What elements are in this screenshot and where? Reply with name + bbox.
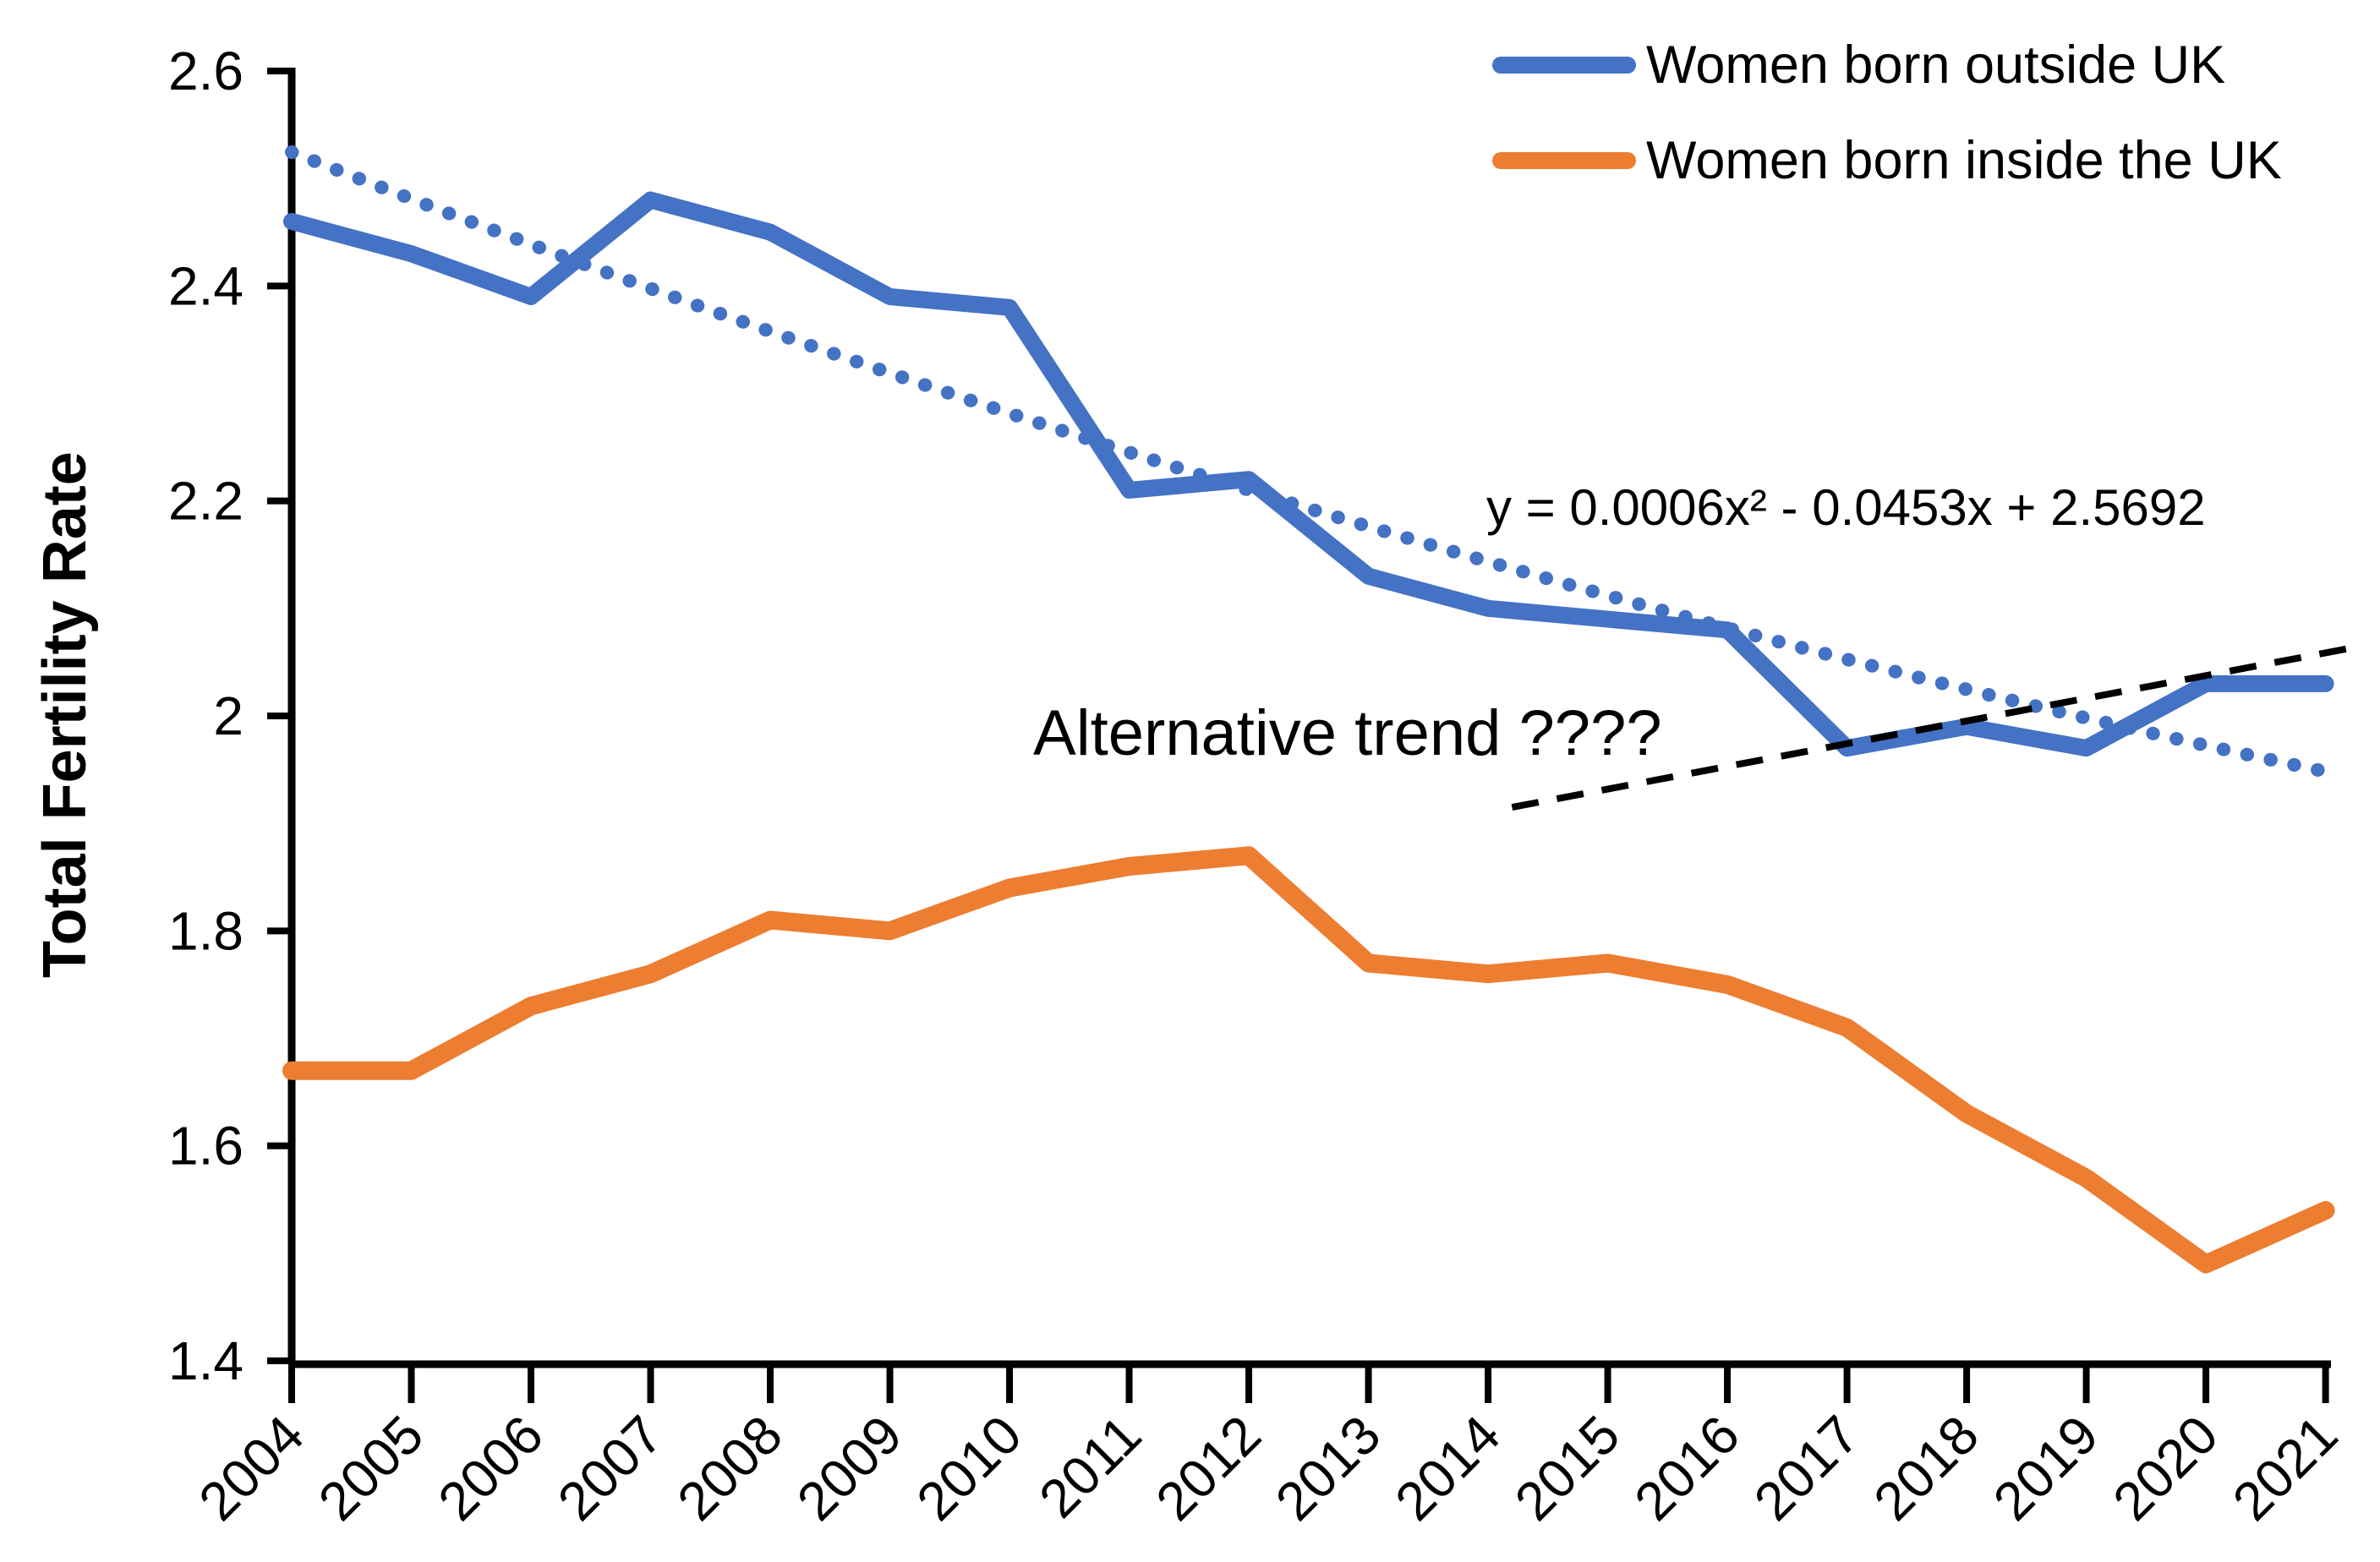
- x-tick-label: 2017: [1743, 1404, 1871, 1532]
- x-tick-label: 2009: [785, 1404, 914, 1532]
- x-tick-label: 2021: [2221, 1404, 2350, 1532]
- x-tick-label: 2015: [1503, 1404, 1632, 1532]
- trendline-equation: y = 0.0006x² - 0.0453x + 2.5692: [1486, 479, 2206, 536]
- legend-item-inside-uk: Women born inside the UK: [1492, 129, 2282, 192]
- x-tick-label: 2005: [307, 1404, 435, 1532]
- x-tick-label: 2008: [665, 1404, 794, 1532]
- x-tick-label: 2010: [905, 1404, 1033, 1532]
- x-tick-label: 2006: [426, 1404, 555, 1532]
- x-tick-label: 2011: [1027, 1404, 1152, 1529]
- x-tick-label: 2012: [1144, 1404, 1272, 1532]
- x-tick-label: 2014: [1383, 1404, 1512, 1532]
- x-tick-label: 2020: [2101, 1404, 2230, 1532]
- y-tick-label: 2.2: [168, 471, 243, 532]
- legend-swatch-inside-uk: [1492, 152, 1636, 169]
- legend-swatch-outside-uk: [1492, 57, 1636, 74]
- trendline-dotted: [285, 145, 2333, 778]
- y-tick-label: 1.8: [168, 900, 243, 961]
- y-tick-label: 2.4: [168, 255, 243, 316]
- legend-item-outside-uk: Women born outside UK: [1492, 34, 2282, 96]
- series-line-inside-uk: [282, 846, 2335, 1274]
- x-tick-label: 2013: [1264, 1404, 1392, 1532]
- y-tick-label: 1.4: [168, 1330, 243, 1391]
- series-line-outside-uk: [283, 191, 2334, 757]
- y-axis-title: Total Fertility Rate: [31, 451, 99, 978]
- alt-trendline-dashed: [1511, 642, 2362, 811]
- x-tick-label: 2007: [546, 1404, 675, 1532]
- x-tick-label: 2004: [187, 1404, 315, 1532]
- x-tick-label: 2018: [1862, 1404, 1990, 1532]
- legend-label-outside-uk: Women born outside UK: [1646, 36, 2226, 95]
- y-tick-label: 2: [213, 685, 243, 746]
- x-tick-label: 2016: [1622, 1404, 1751, 1532]
- x-tick-label: 2019: [1982, 1404, 2110, 1532]
- legend: Women born outside UK Women born inside …: [1492, 34, 2282, 192]
- legend-label-inside-uk: Women born inside the UK: [1646, 131, 2282, 190]
- y-tick-label: 2.6: [168, 41, 243, 101]
- y-tick-label: 1.6: [168, 1116, 243, 1177]
- alt-trend-annotation: Alternative trend ????: [1033, 697, 1662, 769]
